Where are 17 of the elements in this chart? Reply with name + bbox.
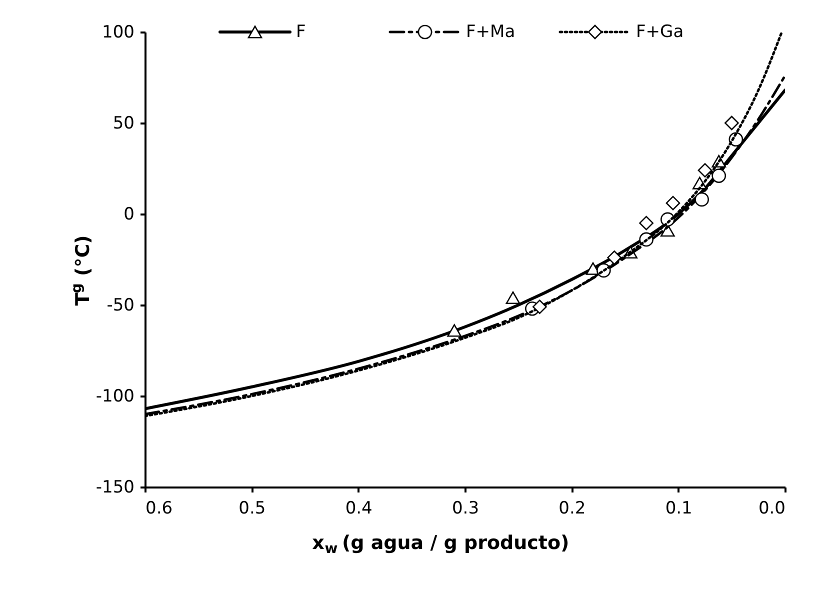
- legend-label: F: [296, 22, 306, 42]
- legend-label: F+Ga: [636, 22, 684, 42]
- x-tick-label: 0.5: [238, 498, 266, 518]
- y-axis-title: Tg (°C): [69, 235, 94, 306]
- y-tick-label: 100: [102, 22, 134, 42]
- y-tick-label: -50: [106, 296, 134, 316]
- x-tick-label: 0.2: [558, 498, 586, 518]
- x-tick-label: 0.1: [665, 498, 692, 518]
- y-tick-label: 50: [112, 114, 134, 134]
- x-tick-label: 0.6: [146, 498, 173, 518]
- x-tick-label: 0.4: [345, 498, 372, 518]
- x-tick-label: 0.3: [452, 498, 480, 518]
- legend-label: F+Ma: [466, 22, 516, 42]
- y-tick-label: -100: [96, 386, 134, 406]
- y-tick-label: 0: [124, 204, 134, 224]
- y-tick-label: -150: [96, 478, 134, 498]
- x-tick-label: 0.0: [758, 498, 786, 518]
